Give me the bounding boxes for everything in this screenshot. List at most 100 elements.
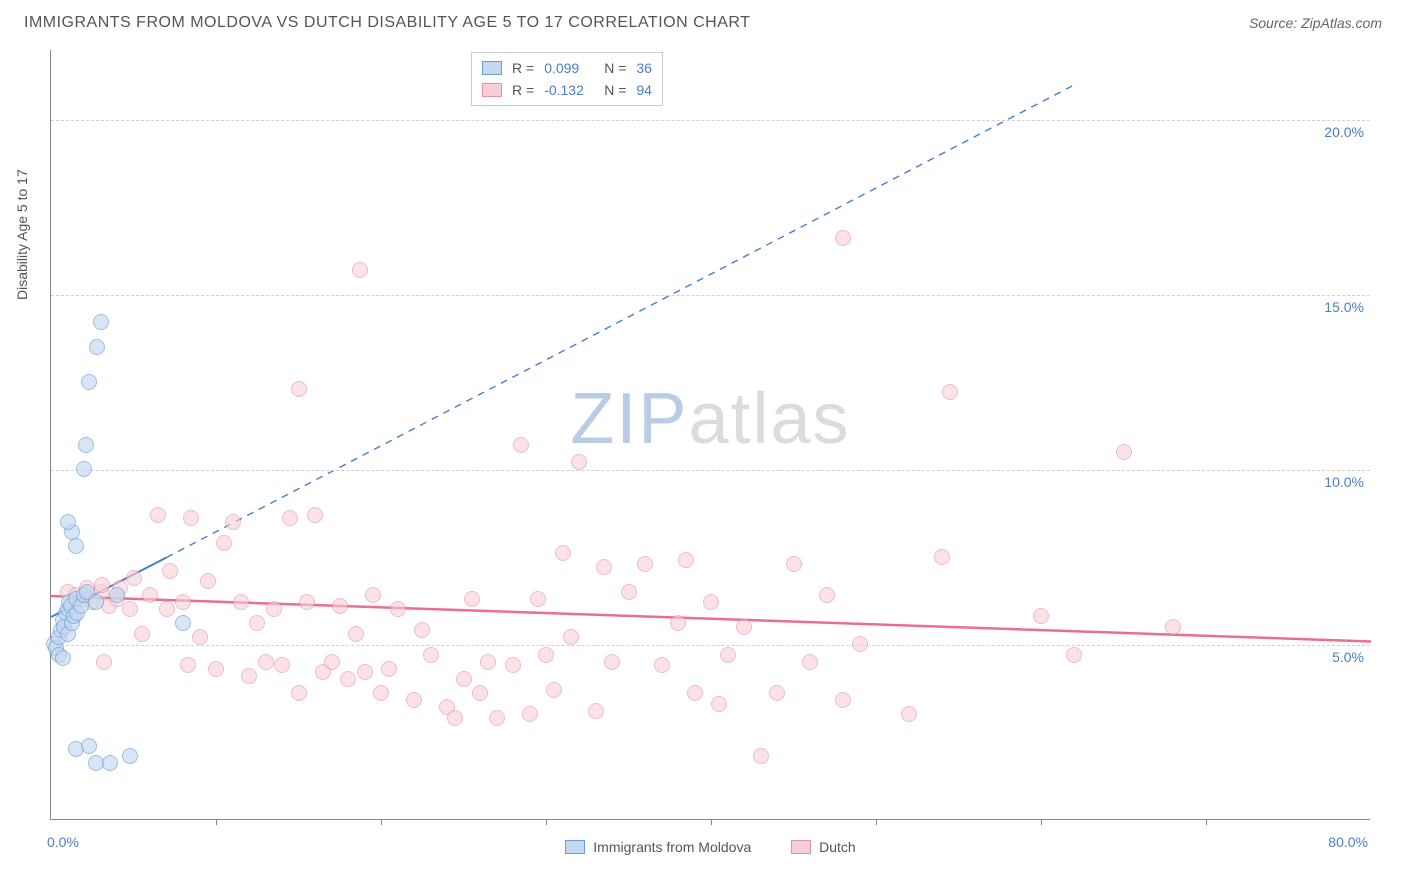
data-point-moldova [88,755,104,771]
gridline-h [51,295,1370,296]
data-point-dutch [352,262,368,278]
data-point-dutch [291,685,307,701]
y-axis-label-container: Disability Age 5 to 17 [14,169,32,300]
data-point-dutch [291,381,307,397]
data-point-dutch [852,636,868,652]
legend-n-dutch: 94 [636,79,652,101]
legend-n-label: N = [604,79,626,101]
data-point-dutch [348,626,364,642]
data-point-dutch [513,437,529,453]
data-point-dutch [175,594,191,610]
data-point-moldova [175,615,191,631]
data-point-dutch [94,577,110,593]
data-point-moldova [76,461,92,477]
data-point-dutch [225,514,241,530]
source-name: ZipAtlas.com [1301,15,1382,31]
x-tick [1041,819,1042,825]
data-point-dutch [835,692,851,708]
legend-item-moldova: Immigrants from Moldova [565,839,751,855]
data-point-dutch [307,507,323,523]
gridline-h [51,470,1370,471]
data-point-dutch [299,594,315,610]
plot-area: ZIPatlas R = 0.099 N = 36 R = -0.132 N =… [50,50,1370,820]
data-point-dutch [324,654,340,670]
legend-n-label: N = [604,57,626,79]
data-point-dutch [538,647,554,663]
data-point-dutch [340,671,356,687]
data-point-dutch [1033,608,1049,624]
data-point-dutch [390,601,406,617]
data-point-dutch [942,384,958,400]
data-point-dutch [96,654,112,670]
data-point-dutch [258,654,274,670]
y-tick-label: 5.0% [1332,649,1364,665]
chart-source: Source: ZipAtlas.com [1249,15,1382,31]
data-point-dutch [505,657,521,673]
legend-label-dutch: Dutch [819,839,856,855]
data-point-moldova [122,748,138,764]
chart-header: IMMIGRANTS FROM MOLDOVA VS DUTCH DISABIL… [0,0,1406,42]
legend-r-label: R = [512,79,534,101]
gridline-h [51,645,1370,646]
x-tick [216,819,217,825]
data-point-moldova [68,538,84,554]
data-point-dutch [1116,444,1132,460]
data-point-dutch [786,556,802,572]
data-point-moldova [81,738,97,754]
data-point-dutch [423,647,439,663]
data-point-dutch [621,584,637,600]
data-point-dutch [711,696,727,712]
data-point-dutch [162,563,178,579]
data-point-dutch [555,545,571,561]
data-point-dutch [563,629,579,645]
legend-r-moldova: 0.099 [544,57,594,79]
data-point-dutch [233,594,249,610]
swatch-dutch-icon [791,840,811,854]
y-tick-label: 20.0% [1324,124,1364,140]
x-tick [1206,819,1207,825]
data-point-moldova [89,339,105,355]
data-point-dutch [934,549,950,565]
data-point-moldova [88,594,104,610]
y-tick-label: 10.0% [1324,474,1364,490]
data-point-dutch [456,671,472,687]
data-point-dutch [769,685,785,701]
data-point-dutch [241,668,257,684]
data-point-dutch [1165,619,1181,635]
data-point-dutch [282,510,298,526]
data-point-dutch [180,657,196,673]
gridline-h [51,120,1370,121]
trend-line [167,85,1075,558]
data-point-dutch [208,661,224,677]
series-legend: Immigrants from Moldova Dutch [51,839,1370,857]
chart-title: IMMIGRANTS FROM MOLDOVA VS DUTCH DISABIL… [24,14,750,32]
source-prefix: Source: [1249,15,1301,31]
data-point-dutch [183,510,199,526]
legend-r-dutch: -0.132 [544,79,594,101]
legend-row-dutch: R = -0.132 N = 94 [482,79,652,101]
data-point-dutch [200,573,216,589]
data-point-dutch [1066,647,1082,663]
data-point-dutch [637,556,653,572]
x-tick [546,819,547,825]
data-point-dutch [588,703,604,719]
data-point-dutch [122,601,138,617]
data-point-dutch [678,552,694,568]
x-tick [381,819,382,825]
data-point-dutch [571,454,587,470]
data-point-moldova [60,514,76,530]
data-point-dutch [703,594,719,610]
correlation-legend: R = 0.099 N = 36 R = -0.132 N = 94 [471,52,663,106]
swatch-dutch [482,83,502,97]
y-tick-label: 15.0% [1324,299,1364,315]
x-tick [711,819,712,825]
data-point-dutch [134,626,150,642]
data-point-dutch [472,685,488,701]
data-point-dutch [142,587,158,603]
data-point-dutch [159,601,175,617]
data-point-dutch [365,587,381,603]
data-point-dutch [489,710,505,726]
x-max-label: 80.0% [1328,834,1368,850]
data-point-moldova [102,755,118,771]
data-point-dutch [687,685,703,701]
